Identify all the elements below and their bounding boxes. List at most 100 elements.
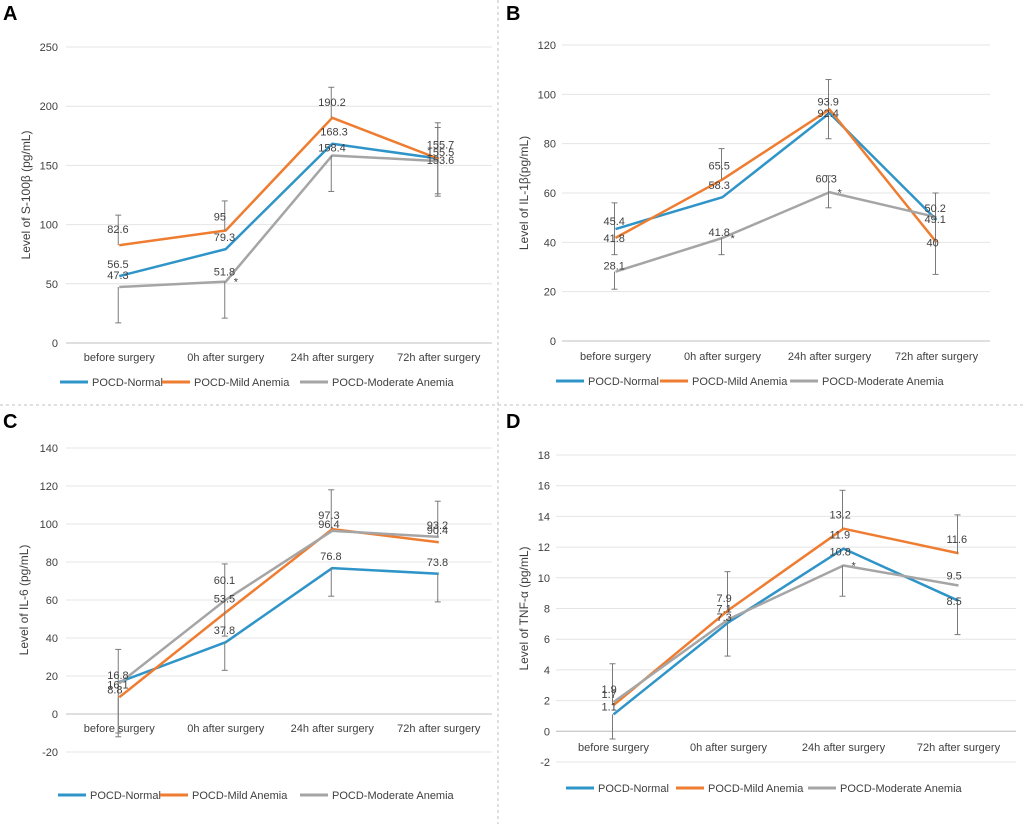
y-tick-label: 250 [40,42,58,54]
y-tick-label: 120 [40,481,58,493]
data-label-moderate: 47.3 [107,270,128,282]
y-tick-label: 12 [538,542,550,554]
legend-label-moderate: POCD-Moderate Anemia [332,790,455,802]
data-label-moderate: 50.2 [925,203,946,215]
chart-panel-c: -20 0 20 40 60 80 100 120 140 Level of IL-6 (pg/m… [17,443,492,802]
data-label-normal: 7.1 [717,603,732,615]
legend-label-mild: POCD-Mild Anemia [692,376,788,388]
data-label-moderate: 153.6 [427,155,455,167]
y-tick-label: 100 [538,89,556,101]
data-label-moderate: 41.8 [709,227,730,239]
y-tick-label: 50 [46,279,58,291]
legend-label-normal: POCD-Normal [90,790,161,802]
y-tick-label: 100 [40,519,58,531]
series-line-mild [612,527,959,707]
x-tick-label: before surgery [84,723,155,735]
data-label-moderate: 51.8 [214,267,235,279]
data-label-normal: 16.8 [107,670,128,682]
data-label-moderate: 1.9 [602,684,617,696]
data-label-mild: 97.3 [318,510,339,522]
y-tick-label: -2 [540,757,550,769]
data-label-normal: 58.3 [709,180,730,192]
x-tick-label: before surgery [578,742,649,754]
series-line-mild [614,108,938,244]
significance-marker: * [731,233,736,245]
series-line-moderate [615,191,937,273]
y-tick-label: 200 [40,101,58,113]
y-tick-label: 14 [538,511,550,523]
legend-label-normal: POCD-Normal [588,376,659,388]
series-line-normal [612,547,960,716]
y-tick-label: 16 [538,481,550,493]
chart-panel-b: 0 20 40 60 80 100 120 Level of IL-1β(pg/mL) befo… [517,40,990,388]
data-label-moderate: 60.1 [214,575,235,587]
data-label-normal: 37.8 [214,625,235,637]
x-tick-label: 72h after surgery [397,723,481,735]
x-tick-label: 72h after surgery [397,352,481,364]
y-axis-title: Level of TNF-α (pg/mL) [517,546,531,670]
x-tick-label: 0h after surgery [684,351,762,363]
data-label-normal: 155.7 [427,140,455,152]
series-line-mild [119,116,440,247]
data-label-mild: 1.7 [602,689,617,701]
legend-label-moderate: POCD-Moderate Anemia [822,376,945,388]
data-label-normal: 168.3 [320,127,348,139]
legend-label-mild: POCD-Mild Anemia [192,790,288,802]
y-tick-label: 120 [538,40,556,52]
data-label-normal: 49.1 [925,214,946,226]
data-label-moderate: 9.5 [947,570,962,582]
data-label-mild: 53.5 [214,593,235,605]
legend-label-mild: POCD-Mild Anemia [708,783,804,795]
data-label-normal: 76.8 [320,551,341,563]
y-tick-label: 40 [46,633,58,645]
x-tick-label: 24h after surgery [788,351,872,363]
data-label-mild: 95 [214,212,226,224]
legend-label-normal: POCD-Normal [92,377,163,389]
x-tick-label: 0h after surgery [187,723,265,735]
data-label-mild: 8.8 [107,684,122,696]
y-tick-label: 0 [52,709,58,721]
chart-panel-a: 0 50 100 150 200 250 Level of S-100β (pg/mL) be… [19,42,492,389]
y-axis-title: Level of S-100β (pg/mL) [19,131,33,260]
y-tick-label: 0 [544,726,550,738]
data-label-normal: 11.9 [830,530,851,542]
data-label-mild: 155.5 [427,147,455,159]
significance-marker: * [852,561,857,573]
x-tick-label: 24h after surgery [291,352,375,364]
data-label-mild: 41.8 [604,233,625,245]
x-tick-label: 0h after surgery [187,352,265,364]
y-tick-label: 6 [544,634,550,646]
series-line-normal [118,142,439,278]
y-tick-label: 0 [52,338,58,350]
x-tick-label: 24h after surgery [291,723,375,735]
data-label-mild: 90.4 [427,525,448,537]
significance-marker: * [838,187,843,199]
y-tick-label: 8 [544,604,550,616]
y-tick-label: 140 [40,443,58,455]
data-label-moderate: 158.4 [318,142,346,154]
series-line-normal [118,566,439,684]
data-label-mild: 82.6 [107,224,128,236]
y-tick-label: 60 [46,595,58,607]
y-tick-label: 20 [544,287,556,299]
data-label-normal: 73.8 [427,557,448,569]
significance-marker: * [234,277,239,289]
y-tick-label: 80 [46,557,58,569]
data-label-moderate: 28.1 [604,261,625,273]
data-label-mild: 93.9 [818,96,839,108]
y-tick-label: -20 [42,747,58,759]
data-label-moderate: 7.3 [717,612,732,624]
y-tick-label: 60 [544,188,556,200]
legend-label-moderate: POCD-Moderate Anemia [840,783,963,795]
y-tick-label: 80 [544,139,556,151]
panel-letter-b: B [506,3,520,25]
x-tick-label: 0h after surgery [690,742,768,754]
data-label-normal: 8.5 [947,596,962,608]
y-tick-label: 2 [544,696,550,708]
y-tick-label: 100 [40,220,58,232]
data-label-mild: 7.9 [717,593,732,605]
x-tick-label: 24h after surgery [802,742,886,754]
y-tick-label: 40 [544,237,556,249]
y-tick-label: 0 [550,336,556,348]
